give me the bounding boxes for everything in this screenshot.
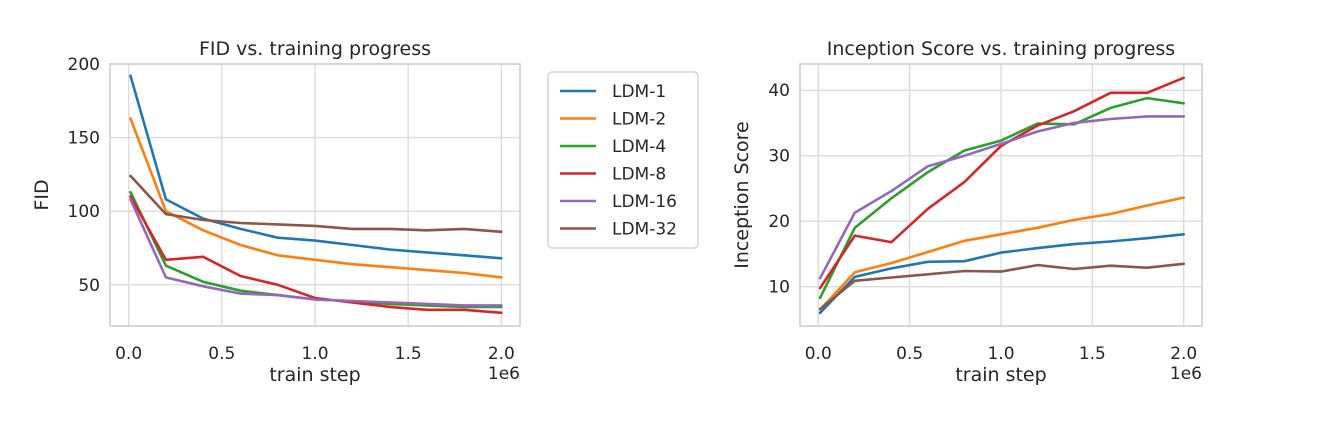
series-line-ldm-4: [818, 96, 1185, 300]
legend-item: LDM-32: [560, 220, 677, 240]
series-line-ldm-8: [818, 76, 1185, 290]
x-axis-label: train step: [955, 364, 1046, 386]
legend-label: LDM-8: [612, 165, 666, 185]
legend-label: LDM-4: [612, 137, 666, 157]
y-axis-label: FID: [31, 179, 53, 210]
series-line-ldm-16: [129, 198, 503, 307]
x-tick-label: 1.0: [301, 344, 328, 364]
y-tick-label: 50: [78, 276, 100, 296]
legend: LDM-1 LDM-2 LDM-4 LDM-8 LDM-16 LDM-32: [547, 71, 699, 249]
x-tick-label: 1.5: [395, 344, 422, 364]
legend-label: LDM-16: [612, 192, 677, 212]
y-axis-label: Inception Score: [731, 121, 753, 269]
x-tick-label: 1.0: [987, 344, 1014, 364]
series-line-ldm-8: [129, 195, 503, 315]
legend-item: LDM-16: [560, 192, 677, 212]
plot-frame: [109, 63, 521, 327]
series-line-ldm-32: [129, 174, 503, 234]
legend-item: LDM-8: [560, 165, 666, 185]
x-tick-label: 0.0: [115, 344, 142, 364]
x-offset-label: 1e6: [488, 364, 520, 384]
legend-box: [547, 71, 699, 249]
chart-title: Inception Score vs. training progress: [827, 38, 1175, 60]
legend-item: LDM-2: [560, 110, 666, 130]
x-tick-label: 0.5: [208, 344, 235, 364]
y-tick-label: 30: [768, 147, 790, 167]
x-tick-label: 0.0: [805, 344, 832, 364]
x-tick-label: 2.0: [488, 344, 515, 364]
plot-frame: [799, 63, 1203, 327]
fid-chart: 0.0 0.5 1.0 1.5 2.0 50 100 150 200 FID vs. traini…: [31, 38, 521, 386]
chart-title: FID vs. training progress: [199, 38, 431, 60]
legend-label: LDM-1: [612, 82, 666, 102]
y-tick-label: 40: [768, 81, 790, 101]
x-axis-label: train step: [269, 364, 360, 386]
inception-score-chart: 0.0 0.5 1.0 1.5 2.0 10 20 30 40 Inception Score v…: [731, 38, 1203, 386]
series-line-ldm-2: [129, 117, 503, 279]
legend-label: LDM-32: [612, 220, 677, 240]
x-offset-label: 1e6: [1170, 364, 1202, 384]
series-line-ldm-16: [818, 115, 1185, 280]
y-tick-label: 10: [768, 278, 790, 298]
legend-item: LDM-1: [560, 82, 666, 102]
series-line-ldm-2: [818, 196, 1185, 311]
series-line-ldm-32: [818, 262, 1185, 311]
y-tick-label: 20: [768, 212, 790, 232]
y-tick-label: 200: [68, 55, 100, 75]
legend-label: LDM-2: [612, 110, 666, 130]
y-tick-label: 150: [68, 129, 100, 149]
x-tick-label: 2.0: [1170, 344, 1197, 364]
series-line-ldm-1: [818, 233, 1185, 315]
legend-item: LDM-4: [560, 137, 666, 157]
series-line-ldm-1: [129, 74, 503, 260]
x-tick-label: 0.5: [896, 344, 923, 364]
y-tick-label: 100: [68, 202, 100, 222]
x-tick-label: 1.5: [1079, 344, 1106, 364]
